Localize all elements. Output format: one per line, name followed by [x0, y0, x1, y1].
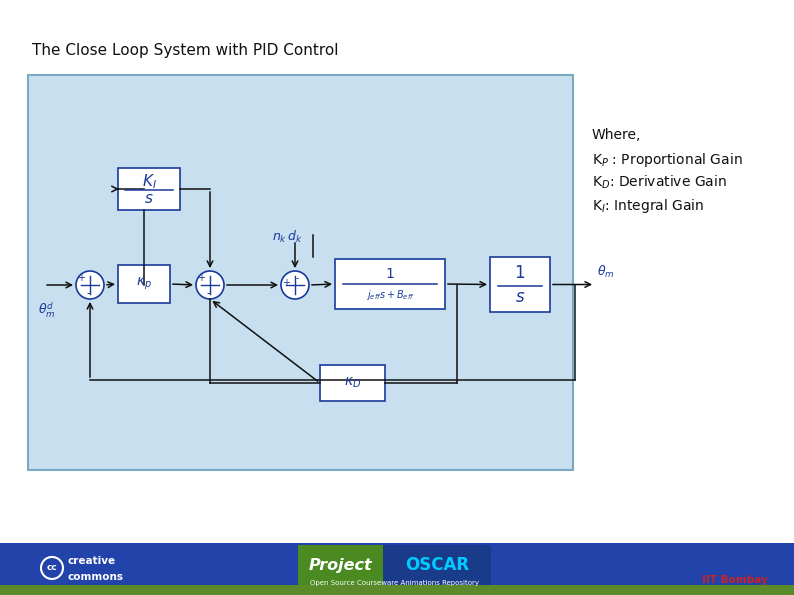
Circle shape: [76, 271, 104, 299]
Text: creative: creative: [68, 556, 116, 566]
Circle shape: [196, 271, 224, 299]
Text: +: +: [282, 278, 290, 288]
Text: $K_I$: $K_I$: [141, 172, 156, 191]
Bar: [320, 365, 385, 401]
Text: K$_I$: Integral Gain: K$_I$: Integral Gain: [592, 197, 704, 215]
Bar: [28, 75, 573, 470]
Bar: [335, 259, 445, 309]
Text: IIT Bombay: IIT Bombay: [702, 575, 768, 585]
Bar: [490, 257, 550, 312]
Text: The Close Loop System with PID Control: The Close Loop System with PID Control: [32, 43, 338, 58]
Text: OSCAR: OSCAR: [405, 556, 469, 574]
Text: +: +: [77, 273, 85, 283]
Text: $\kappa_p$: $\kappa_p$: [136, 276, 152, 292]
Text: $\theta_m$: $\theta_m$: [597, 264, 615, 280]
Text: Project: Project: [309, 558, 372, 572]
Text: K$_P$ : Proportional Gain: K$_P$ : Proportional Gain: [592, 151, 742, 169]
Text: -: -: [206, 288, 210, 298]
Text: $1$: $1$: [515, 265, 526, 283]
Text: $n_k\, d_k$: $n_k\, d_k$: [272, 229, 303, 245]
Text: commons: commons: [68, 572, 124, 582]
Text: Where,: Where,: [592, 128, 642, 142]
Text: $s$: $s$: [145, 191, 154, 206]
Text: -: -: [87, 288, 90, 298]
Bar: [118, 168, 180, 210]
Bar: [383, 545, 491, 593]
Text: +: +: [197, 273, 205, 283]
Text: cc: cc: [47, 563, 57, 572]
Text: $\kappa_D$: $\kappa_D$: [344, 376, 361, 390]
Bar: [118, 265, 170, 303]
Text: $1$: $1$: [385, 267, 395, 281]
Text: $j_{eff}s + B_{eff}$: $j_{eff}s + B_{eff}$: [366, 289, 414, 302]
Bar: [298, 545, 383, 593]
Bar: [0, 585, 794, 595]
Bar: [0, 543, 794, 595]
Text: $\theta_m^d$: $\theta_m^d$: [38, 301, 56, 320]
Text: $s$: $s$: [515, 288, 525, 306]
Text: Open Source Courseware Animations Repository: Open Source Courseware Animations Reposi…: [310, 580, 479, 587]
Text: -: -: [296, 273, 299, 283]
Circle shape: [281, 271, 309, 299]
Text: K$_D$: Derivative Gain: K$_D$: Derivative Gain: [592, 174, 727, 192]
